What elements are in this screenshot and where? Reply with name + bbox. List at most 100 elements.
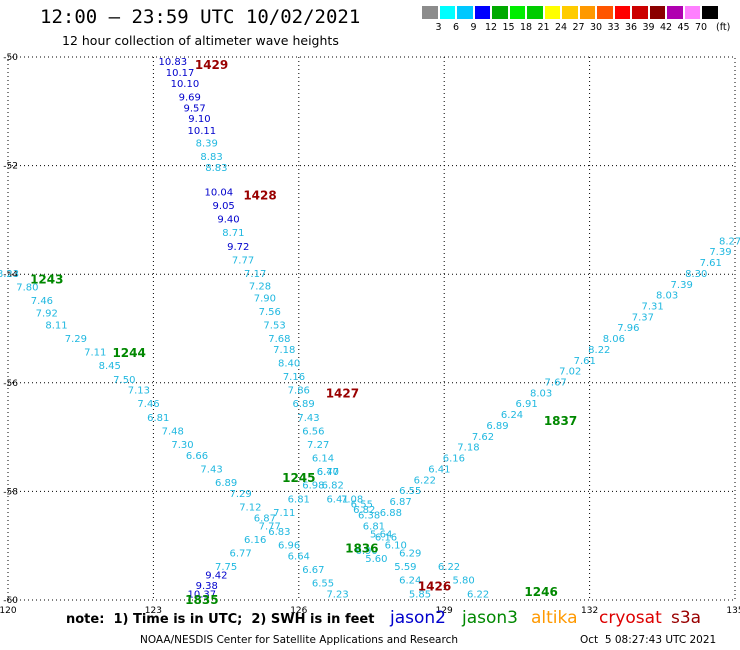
satellite-legend-altika: altika — [531, 608, 578, 628]
wave-height-value: 7.92 — [36, 309, 58, 320]
wave-height-value: 5.60 — [365, 554, 387, 565]
wave-height-value: 7.77 — [232, 255, 254, 266]
wave-height-value: 6.81 — [363, 521, 385, 532]
pass-time-label: 1245 — [282, 471, 315, 485]
wave-height-value: 7.02 — [559, 367, 581, 378]
wave-height-value: 7.29 — [65, 334, 87, 345]
color-scale-label: 30 — [589, 22, 603, 33]
wave-height-value: 6.88 — [380, 508, 402, 519]
wave-height-value: 7.53 — [263, 321, 285, 332]
x-tick-label: 129 — [436, 606, 453, 616]
pass-time-label: 1835 — [185, 593, 218, 607]
x-tick-label: 126 — [290, 606, 307, 616]
color-swatch — [543, 5, 561, 20]
color-swatch — [613, 5, 631, 20]
satellite-legend-cryosat: cryosat — [599, 608, 662, 628]
pass-time-label: 1243 — [30, 273, 63, 287]
wave-height-value: 6.41 — [428, 464, 450, 475]
wave-height-value: 10.11 — [188, 126, 217, 137]
wave-height-value: 6.70 — [317, 467, 339, 478]
wave-height-value: 7.39 — [671, 280, 693, 291]
wave-height-value: 7.50 — [113, 375, 135, 386]
wave-height-value: 7.27 — [307, 440, 329, 451]
chart-title: 12:00 – 23:59 UTC 10/02/2021 — [40, 6, 361, 28]
color-scale-label: 21 — [537, 22, 550, 33]
wave-height-value: 9.40 — [217, 215, 239, 226]
wave-height-value: 7.67 — [545, 378, 567, 389]
color-swatch — [491, 5, 509, 20]
wave-height-value: 8.22 — [588, 345, 610, 356]
wave-height-value: 7.17 — [244, 269, 266, 280]
color-swatch — [508, 5, 526, 20]
wave-height-value: 6.89 — [215, 478, 237, 489]
wave-height-value: 8.03 — [656, 291, 678, 302]
wave-height-value: 10.83 — [158, 57, 187, 68]
wave-height-value: 6.90 — [356, 546, 378, 557]
wave-height-value: 6.41 — [326, 494, 348, 505]
wave-height-value: 7.86 — [288, 386, 310, 397]
wave-height-value: 6.16 — [244, 535, 266, 546]
y-tick-label: -60 — [3, 596, 18, 606]
y-tick-label: -52 — [3, 162, 18, 172]
wave-height-value: 6.55 — [399, 486, 421, 497]
color-scale-label: 33 — [607, 22, 620, 33]
wave-height-value: 8.83 — [200, 152, 222, 163]
wave-height-value: 6.16 — [443, 454, 465, 465]
wave-height-value: 6.89 — [486, 421, 508, 432]
wave-height-value: 7.56 — [259, 307, 281, 318]
wave-height-value: 6.67 — [302, 565, 324, 576]
wave-height-value: 7.46 — [137, 399, 159, 410]
wave-height-value: 7.28 — [249, 281, 271, 292]
wave-height-value: 8.39 — [196, 139, 218, 150]
wave-height-value: 6.83 — [268, 527, 290, 538]
pass-time-label: 1427 — [326, 387, 359, 401]
wave-height-value: 6.24 — [399, 576, 421, 587]
color-scale-label: 24 — [554, 22, 568, 33]
plot-frame — [7, 56, 736, 601]
pass-time-label: 1246 — [524, 585, 557, 599]
wave-height-value: 7.48 — [162, 426, 184, 437]
wave-height-value: 8.40 — [278, 359, 300, 370]
wave-height-value: 7.90 — [254, 293, 276, 304]
wave-height-value: 6.14 — [312, 454, 334, 465]
wave-height-value: 5.80 — [452, 576, 474, 587]
wave-height-value: 7.43 — [297, 413, 319, 424]
pass-time-label: 1836 — [345, 541, 378, 555]
wave-height-value: 7.68 — [268, 334, 290, 345]
wave-height-value: 10.37 — [188, 589, 217, 600]
x-tick-label: 135 — [726, 606, 740, 616]
color-scale-label: 36 — [624, 22, 638, 33]
pass-time-label: 1428 — [243, 188, 276, 202]
wave-height-value: 7.77 — [259, 521, 281, 532]
color-scale-label: 15 — [502, 22, 515, 33]
color-swatch — [631, 5, 649, 20]
wave-height-value: 6.38 — [358, 511, 380, 522]
color-swatch — [561, 5, 579, 20]
wave-height-value: 6.16 — [375, 532, 397, 543]
wave-height-value: 6.22 — [414, 475, 436, 486]
pass-time-label: 1244 — [112, 346, 145, 360]
color-scale-label: 27 — [572, 22, 585, 33]
credit-text: NOAA/NESDIS Center for Satellite Applica… — [140, 634, 458, 646]
color-swatch — [648, 5, 666, 20]
wave-height-value: 7.16 — [283, 372, 305, 383]
color-scale-label: 18 — [519, 22, 533, 33]
color-scale-labels: 3 6 9 12 15 18 21 24 27 30 33 36 39 42 45 70 — [421, 22, 740, 36]
wave-height-value: 6.47 — [317, 467, 339, 478]
wave-height-value: 9.38 — [196, 581, 218, 592]
wave-height-value: 6.82 — [322, 481, 344, 492]
wave-height-value: 7.11 — [84, 348, 106, 359]
pass-time-label: 1837 — [544, 414, 577, 428]
wave-height-value: 6.81 — [288, 494, 310, 505]
color-scale-legend — [421, 5, 719, 20]
wave-height-value: 8.03 — [530, 388, 552, 399]
wave-height-value: 7.11 — [273, 508, 295, 519]
color-scale-label: 70 — [694, 22, 708, 33]
wave-height-value: 7.31 — [641, 301, 663, 312]
satellite-legend-jason3: jason3 — [462, 608, 518, 628]
wave-height-value: 10.10 — [171, 79, 200, 90]
color-scale-label: 42 — [659, 22, 673, 33]
wave-height-value: 6.29 — [399, 549, 421, 560]
wave-height-value: 6.87 — [389, 497, 411, 508]
